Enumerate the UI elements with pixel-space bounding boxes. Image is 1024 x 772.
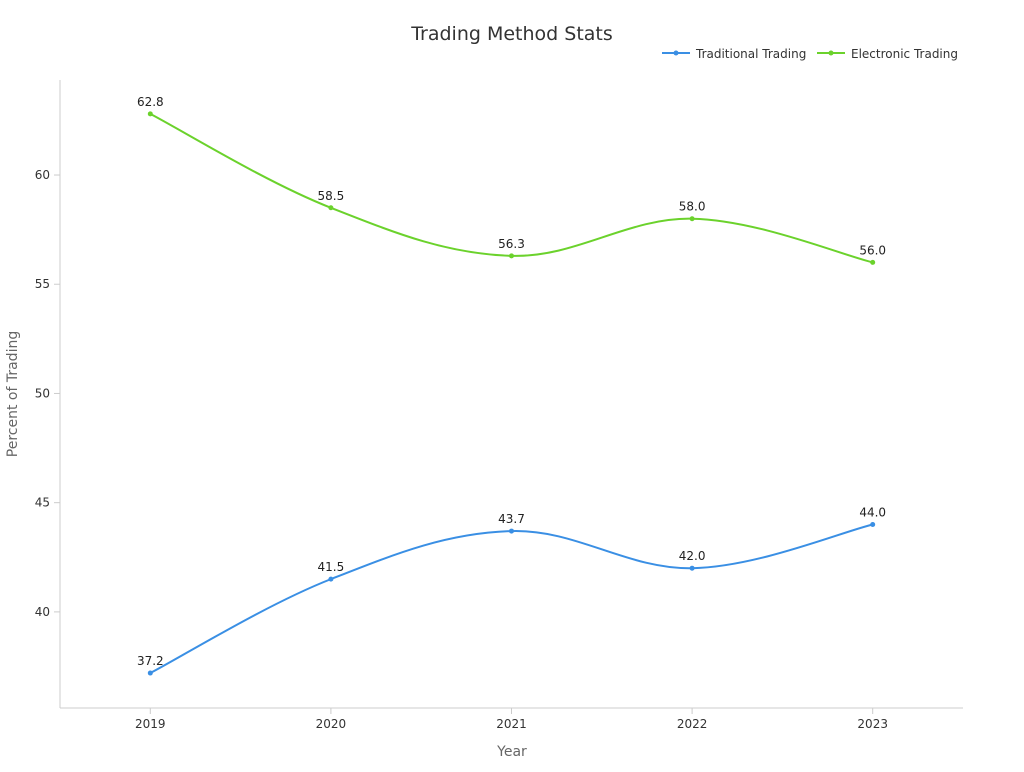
data-label: 62.8 bbox=[137, 95, 164, 109]
legend-marker-icon bbox=[828, 50, 834, 56]
data-label: 41.5 bbox=[318, 560, 345, 574]
legend-item[interactable]: Traditional Trading bbox=[662, 47, 806, 61]
data-point[interactable] bbox=[509, 528, 514, 534]
x-tick-label: 2022 bbox=[677, 717, 708, 731]
data-label: 56.0 bbox=[859, 243, 886, 257]
y-tick-label: 40 bbox=[35, 605, 50, 619]
legend-label: Electronic Trading bbox=[851, 47, 958, 61]
data-label: 37.2 bbox=[137, 654, 164, 668]
data-label: 58.0 bbox=[679, 200, 706, 214]
y-tick-label: 45 bbox=[35, 496, 50, 510]
y-tick-label: 50 bbox=[35, 386, 50, 400]
data-point[interactable] bbox=[147, 670, 153, 676]
legend-item[interactable]: Electronic Trading bbox=[817, 47, 958, 61]
y-tick-label: 55 bbox=[35, 277, 50, 291]
data-label: 56.3 bbox=[498, 237, 525, 251]
legend-label: Traditional Trading bbox=[695, 47, 806, 61]
series-line bbox=[149, 523, 873, 674]
chart-title: Trading Method Stats bbox=[410, 23, 613, 45]
data-label: 43.7 bbox=[498, 512, 525, 526]
x-tick-label: 2019 bbox=[135, 717, 166, 731]
data-point[interactable] bbox=[509, 253, 514, 259]
x-axis-label: Year bbox=[496, 744, 527, 760]
data-point[interactable] bbox=[870, 259, 876, 265]
y-tick-label: 60 bbox=[35, 168, 50, 182]
data-label: 42.0 bbox=[679, 549, 706, 563]
x-tick-label: 2021 bbox=[496, 717, 527, 731]
x-tick-label: 2020 bbox=[316, 717, 347, 731]
data-point[interactable] bbox=[147, 111, 153, 117]
legend-marker-icon bbox=[673, 50, 679, 56]
data-point[interactable] bbox=[870, 522, 876, 528]
data-point[interactable] bbox=[689, 216, 695, 222]
data-point[interactable] bbox=[328, 205, 334, 211]
data-label: 58.5 bbox=[318, 189, 345, 203]
y-axis-label: Percent of Trading bbox=[5, 331, 21, 457]
x-tick-label: 2023 bbox=[857, 717, 888, 731]
data-label: 44.0 bbox=[859, 506, 886, 520]
data-point[interactable] bbox=[328, 576, 334, 582]
legend: Traditional Trading Electronic Trading bbox=[662, 47, 958, 61]
data-point[interactable] bbox=[689, 565, 695, 571]
